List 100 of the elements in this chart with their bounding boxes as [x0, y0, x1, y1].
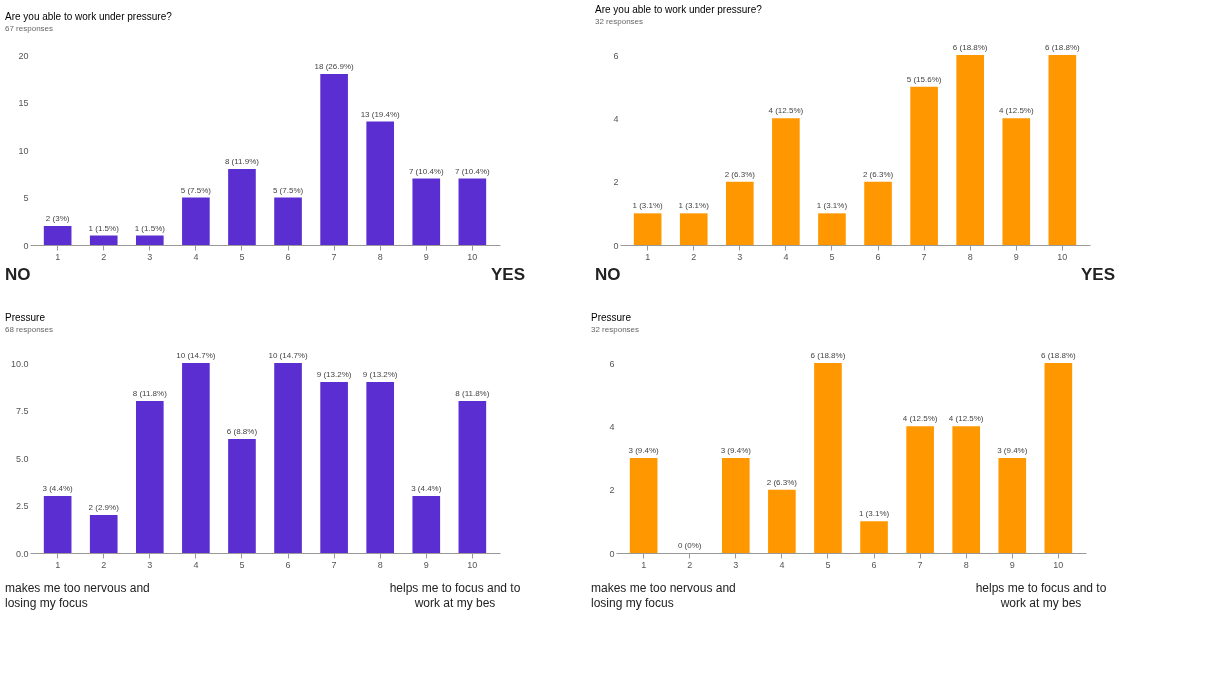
bar: [1002, 118, 1031, 245]
chart-subtitle: 32 responses: [591, 325, 640, 334]
data-label: 18 (26.9%): [314, 62, 355, 71]
x-tick-label: 2: [691, 251, 697, 262]
bar: [366, 121, 395, 245]
data-label: 5 (15.6%): [906, 74, 942, 84]
bar: [412, 496, 441, 553]
x-tick-label: 2: [101, 251, 107, 262]
y-tick-label: 6: [613, 50, 619, 61]
bar: [1048, 55, 1077, 245]
chart-subtitle: 68 responses: [5, 325, 54, 334]
x-tick-label: 7: [921, 251, 927, 262]
data-label: 6 (18.8%): [952, 43, 988, 52]
bar: [43, 496, 72, 553]
x-tick-label: 3: [147, 559, 153, 570]
data-label: 9 (13.2%): [362, 370, 398, 379]
x-tick-label: 2: [101, 559, 107, 570]
data-label: 6 (18.8%): [1041, 351, 1077, 360]
bar: [1044, 363, 1073, 553]
y-tick-label: 2: [609, 485, 615, 496]
bar: [274, 363, 302, 553]
text: makes me too nervous and losing my focus: [591, 581, 736, 610]
data-label: 6 (18.8%): [1045, 43, 1081, 52]
x-tick-label: 1: [55, 559, 61, 570]
data-label: 4 (12.5%): [768, 106, 804, 116]
bar: [228, 169, 256, 245]
data-label: 2 (3%): [45, 214, 70, 223]
x-tick-label: 2: [687, 559, 693, 570]
bar: [458, 178, 487, 245]
text: NO: [5, 265, 31, 284]
data-label: 6 (18.8%): [810, 351, 846, 360]
bar: [629, 458, 658, 553]
x-tick-label: 1: [645, 251, 651, 262]
data-label: 1 (3.1%): [632, 201, 664, 211]
text: YES: [1080, 265, 1115, 284]
y-tick-label: 5: [23, 193, 29, 203]
bar: [725, 181, 754, 245]
x-tick-label: 10: [1053, 559, 1064, 570]
x-tick-label: 3: [147, 251, 153, 262]
x-tick-label: 4: [779, 559, 785, 570]
data-label: 1 (3.1%): [858, 509, 890, 519]
data-label: 3 (9.4%): [628, 446, 660, 455]
y-tick-label: 15: [18, 98, 29, 108]
x-tick-label: 6: [285, 559, 291, 570]
x-tick-label: 8: [377, 251, 383, 262]
text: helps me to focus and to work at my bes: [389, 581, 521, 610]
bar: [956, 55, 985, 245]
bar: [910, 86, 938, 245]
bar: [412, 178, 441, 245]
y-tick-label: 0: [613, 240, 619, 251]
data-label: 5 (7.5%): [272, 185, 304, 195]
x-tick-label: 7: [331, 251, 337, 262]
bar: [679, 213, 708, 245]
x-tick-label: 4: [193, 559, 199, 570]
bar: [998, 458, 1027, 553]
x-tick-label: 6: [871, 559, 877, 570]
data-label: 7 (10.4%): [408, 166, 444, 176]
data-label: 2 (6.3%): [724, 169, 756, 179]
bar: [43, 226, 72, 245]
bar: [89, 235, 118, 245]
x-tick-label: 7: [917, 559, 923, 570]
bar: [89, 515, 118, 553]
data-label: 4 (12.5%): [948, 414, 984, 424]
data-label: 4 (12.5%): [902, 414, 938, 424]
data-label: 2 (2.9%): [88, 503, 120, 512]
x-tick-label: 10: [467, 251, 478, 262]
chart-title: Are you able to work under pressure?: [5, 11, 173, 22]
data-label: 1 (3.1%): [678, 201, 710, 211]
bar: [135, 235, 164, 245]
x-tick-label: 1: [641, 559, 647, 570]
chart-title: Pressure: [5, 312, 46, 323]
y-tick-label: 2.5: [15, 501, 29, 511]
bar: [772, 118, 800, 245]
bar: [366, 382, 395, 553]
x-tick-label: 5: [829, 251, 835, 262]
data-label: 4 (12.5%): [998, 106, 1034, 116]
y-tick-label: 0: [609, 548, 615, 559]
y-tick-label: 7.5: [15, 406, 29, 416]
text: YES: [490, 265, 525, 284]
data-label: 2 (6.3%): [766, 477, 798, 487]
data-label: 3 (4.4%): [411, 484, 442, 493]
x-tick-label: 4: [783, 251, 789, 262]
chart-title: Are you able to work under pressure?: [595, 4, 763, 15]
x-tick-label: 8: [963, 559, 969, 570]
bar: [182, 197, 210, 245]
data-label: 10 (14.7%): [268, 351, 308, 360]
data-label: 3 (9.4%): [997, 446, 1028, 455]
data-label: 7 (10.4%): [455, 166, 491, 176]
data-label: 9 (13.2%): [316, 370, 352, 379]
y-tick-label: 4: [613, 113, 619, 124]
x-tick-label: 5: [825, 559, 831, 570]
bar: [860, 521, 888, 553]
bar: [135, 401, 164, 553]
x-tick-label: 7: [331, 559, 337, 570]
data-label: 8 (11.8%): [455, 389, 490, 398]
bar: [458, 401, 487, 553]
y-tick-label: 0: [23, 240, 29, 251]
y-tick-label: 4: [609, 421, 615, 432]
data-label: 3 (4.4%): [42, 484, 74, 493]
bar: [320, 382, 348, 553]
